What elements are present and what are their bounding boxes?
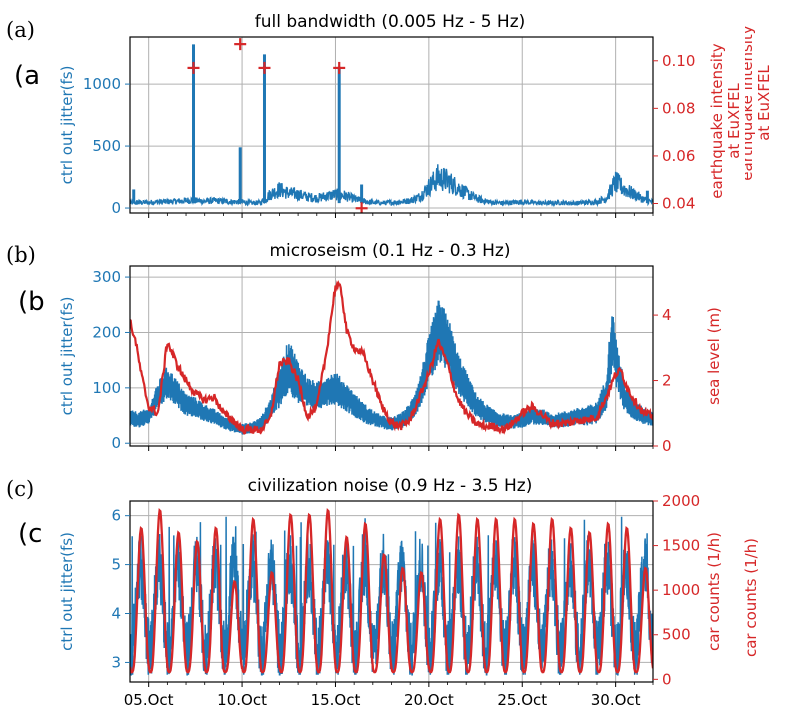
- right-axis-label-line1: earthquake intensity: [708, 43, 726, 198]
- left-tick-label-0: 0: [111, 199, 121, 217]
- left-tick-label-3: 6: [111, 507, 121, 525]
- right-axis-ghost-label: car counts (1/h): [742, 538, 760, 657]
- x-tick-label-4: 25.Oct: [497, 691, 547, 709]
- marker-plus-1: [234, 38, 247, 51]
- right-tick-label-3: 1500: [662, 537, 700, 555]
- right-tick-label-0: 0.04: [662, 194, 695, 212]
- left-tick-label-1: 4: [111, 605, 121, 623]
- x-tick-label-0: 05.Oct: [124, 691, 174, 709]
- right-axis-ghost-line1: earthquake intensity: [738, 25, 756, 180]
- panel-c-title: civilization noise (0.9 Hz - 3.5 Hz): [248, 476, 533, 496]
- right-axis-label: sea level (m): [705, 307, 723, 405]
- left-axis-label: ctrl out jitter(fs): [58, 66, 76, 185]
- series-cars-1: [130, 508, 653, 674]
- left-tick-label-3: 300: [92, 268, 121, 286]
- right-tick-label-2: 0.08: [662, 99, 695, 117]
- marker-plus-0: [187, 61, 200, 74]
- panel-c-ghost-letter: (c: [18, 519, 42, 549]
- marker-plus-3: [333, 61, 346, 74]
- right-tick-label-0: 0: [662, 670, 672, 688]
- left-tick-label-2: 5: [111, 556, 121, 574]
- right-tick-label-0: 0: [662, 437, 672, 455]
- grid: [130, 37, 653, 213]
- panel-a: (a) (a full bandwidth (0.005 Hz - 5 Hz) …: [6, 12, 773, 218]
- series-group: [130, 38, 653, 213]
- panel-b-ghost-letter: (b: [18, 287, 45, 317]
- right-axis-ghost-label: earthquake intensity at EuXFEL: [738, 25, 773, 180]
- left-axis-label: ctrl out jitter(fs): [58, 297, 76, 416]
- left-tick-label-0: 3: [111, 653, 121, 671]
- axes-frame: [129, 36, 654, 214]
- x-tick-label-2: 15.Oct: [311, 691, 361, 709]
- right-axis-label-line2: at EuXFEL: [725, 83, 743, 159]
- x-tick-label-1: 10.Oct: [217, 691, 267, 709]
- panel-c-letter: (c): [6, 477, 34, 501]
- panel-a-title: full bandwidth (0.005 Hz - 5 Hz): [255, 12, 526, 32]
- panel-c-plot: 05.Oct 10.Oct 15.Oct 20.Oct 25.Oct 30.Oct 3 4 5 6…: [58, 492, 760, 709]
- panel-a-letter: (a): [6, 18, 35, 42]
- right-tick-label-2: 1000: [662, 581, 700, 599]
- right-axis-label: car counts (1/h): [705, 532, 723, 651]
- series-group: [130, 279, 653, 435]
- left-axis-label: ctrl out jitter(fs): [58, 532, 76, 651]
- panel-c: (c) (c civilization noise (0.9 Hz - 3.5 …: [6, 476, 760, 709]
- x-tick-label-3: 20.Oct: [404, 691, 454, 709]
- right-tick-label-3: 0.10: [662, 52, 695, 70]
- series-line-1: [130, 279, 653, 435]
- marker-plus-2: [258, 61, 271, 74]
- left-tick-label-2: 1000: [83, 75, 121, 93]
- marker-plus-4: [355, 202, 368, 213]
- left-tick-label-0: 0: [111, 434, 121, 452]
- panel-b: (b) (b microseism (0.1 Hz - 0.3 Hz) 0 100…: [6, 241, 723, 455]
- panel-b-plot: 0 100 200 300 0 2 4 ctrl out jitter(fs) sea leve…: [58, 265, 723, 455]
- panel-b-title: microseism (0.1 Hz - 0.3 Hz): [269, 241, 510, 261]
- left-tick-label-1: 100: [92, 379, 121, 397]
- series-group: [130, 508, 653, 676]
- right-tick-label-1: 0.06: [662, 147, 695, 165]
- series-line-0: [130, 164, 653, 208]
- panel-a-ghost-letter: (a: [14, 61, 40, 91]
- panel-a-plot: 0 500 1000 0.04 0.06 0.08 0.10 ctrl out jitter(…: [58, 25, 773, 218]
- right-tick-label-1: 500: [662, 626, 691, 644]
- right-axis-ghost-line2: at EuXFEL: [755, 65, 773, 141]
- left-tick-label-2: 200: [92, 323, 121, 341]
- right-tick-label-2: 4: [662, 306, 672, 324]
- left-tick-label-1: 500: [92, 137, 121, 155]
- x-tick-label-5: 30.Oct: [591, 691, 641, 709]
- right-tick-label-1: 2: [662, 372, 672, 390]
- right-tick-label-4: 2000: [662, 492, 700, 510]
- panel-b-letter: (b): [6, 243, 36, 267]
- series-band-0: [130, 300, 653, 435]
